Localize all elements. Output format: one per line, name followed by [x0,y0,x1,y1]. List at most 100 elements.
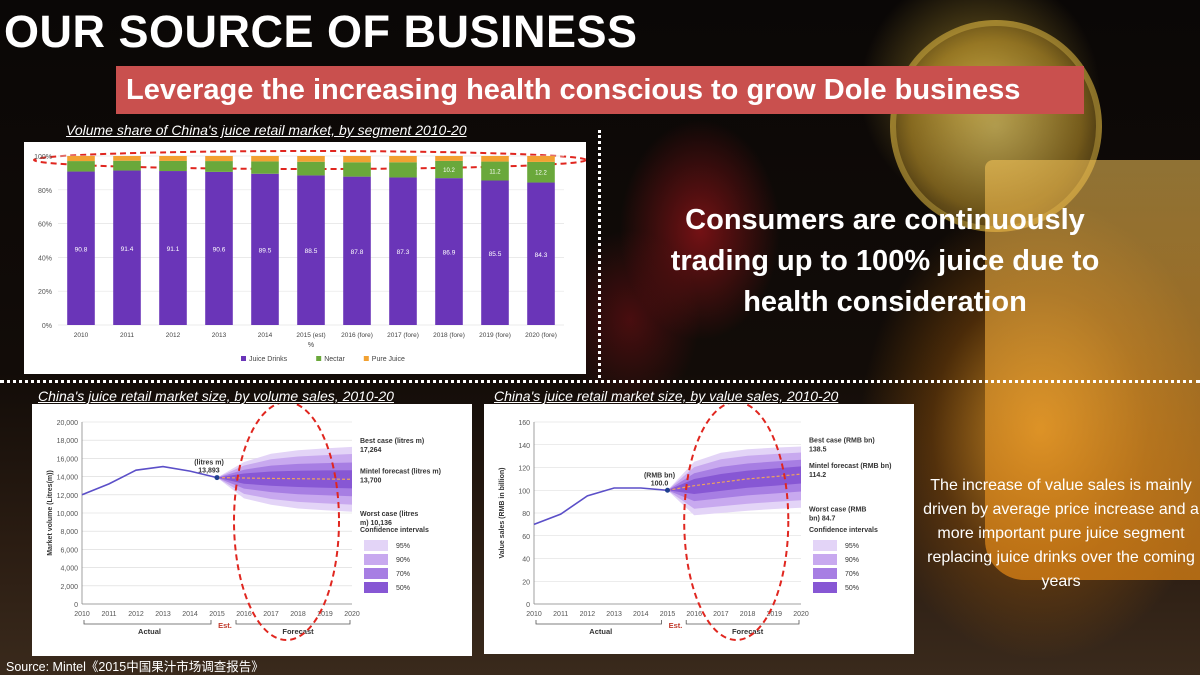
forecast-bracket [235,620,351,625]
ci-swatch [364,554,388,565]
ci-swatch [364,582,388,593]
ci-level-label: 70% [396,571,410,578]
x-tick-label: 2017 (fore) [387,332,419,339]
x-tick-label: 2013 [155,611,171,618]
ci-swatch [813,568,837,579]
y-tick-label: 20,000 [57,420,79,427]
y-tick-label: 18,000 [57,438,79,445]
bar-segment-juice-drinks [481,180,509,325]
actual-bracket [83,620,212,625]
y-tick-label: 160 [518,420,530,427]
bar-segment-nectar [389,162,417,178]
y-tick-label: 100% [34,154,52,161]
bar-segment-juice-drinks [67,171,95,325]
worst-case-label: Worst case (litres [360,511,418,518]
actual-line [81,465,218,496]
bar-segment-pure-juice [389,156,417,163]
forecast-label: Mintel forecast (litres m) [360,468,441,475]
x-tick-label: 2013 [606,611,622,618]
ci-title: Confidence intervals [360,527,429,534]
x-tick-label: 2014 [633,611,649,618]
x-tick-label: 2016 [236,611,252,618]
worst-case-value: bn) 84.7 [809,516,836,523]
ci-swatch [813,554,837,565]
bar-segment-juice-drinks [113,170,141,325]
y-tick-label: 40% [38,255,52,262]
bar-chart: 0% 20% 40% 60% 80% 100% 90.8 2010 91.4 2011 91.1 20… [33,150,587,363]
estimate-point [665,487,670,493]
nectar-data-label: 10.2 [443,168,455,174]
x-tick-label: 2010 [74,332,89,339]
y-tick-label: 0 [74,602,78,609]
bar-segment-pure-juice [67,156,95,162]
best-case-value: 17,264 [360,447,382,454]
x-tick-label: 2011 [553,611,568,618]
worst-case-label: Worst case (RMB [809,507,866,514]
bar-segment-juice-drinks [159,171,187,325]
legend-swatch [241,356,246,361]
x-tick-label: 2012 [166,332,181,339]
bar-chart-panel: 0% 20% 40% 60% 80% 100% 90.8 2010 91.4 2011 91.1 20… [24,142,587,374]
best-case-label: Best case (litres m) [360,438,424,445]
best-case-label: Best case (RMB bn) [809,437,875,444]
ci-swatch [813,582,837,593]
forecast-label: Mintel forecast (RMB bn) [809,463,891,470]
x-tick-label: 2010 [526,611,542,618]
forecast-line [667,473,802,491]
x-tick-label: 2013 [212,332,227,339]
x-tick-label: 2014 [258,332,273,339]
x-tick-label: 2015 (est) [296,332,325,339]
bar-segment-juice-drinks [205,171,233,325]
bar-segment-juice-drinks [527,182,555,325]
y-tick-label: 120 [518,466,530,473]
highlight-ellipse [683,401,790,641]
bar-segment-nectar [481,161,509,181]
x-tick-label: 2011 [101,611,116,618]
bar-segment-nectar [67,161,95,172]
legend-swatch [363,356,369,361]
ci-level-label: 95% [845,543,859,550]
bar-segment-pure-juice [113,156,141,161]
y-tick-label: 60 [522,534,530,541]
x-tick-label: 2020 (fore) [525,332,557,339]
y-tick-label: 14,000 [57,475,79,482]
bar-segment-pure-juice [481,156,509,162]
x-tick-label: 2017 [713,611,729,618]
bar-segment-nectar [113,160,141,171]
forecast-bracket [685,620,800,625]
ci-title: Confidence intervals [809,527,878,534]
y-tick-label: 16,000 [57,456,79,463]
x-tick-label: 2019 (fore) [479,332,511,339]
value-chart-panel: 0 20 40 60 80 100 120 140 160 2010 2011 2012 2013 201… [484,401,914,654]
x-tick-label: 2016 [686,611,702,618]
horizontal-divider [0,380,1200,383]
y-tick-label: 100 [518,488,530,495]
x-tick-label: 2018 [290,611,306,618]
bar-segment-juice-drinks [389,177,417,325]
subtitle-banner: Leverage the increasing health conscious… [116,66,1084,114]
forecast-value: 114.2 [809,472,826,479]
x-tick-label: 2015 [209,611,225,618]
bar-segment-juice-drinks [297,175,325,325]
y-axis-title: Value sales (RMB in billion) [499,467,506,558]
point-value: 100.0 [651,480,669,487]
period-label-actual: Actual [589,627,612,636]
bar-chart-caption: Volume share of China's juice retail mar… [66,122,467,138]
bar-segment-pure-juice [251,156,279,162]
point-label: (RMB bn) [644,472,675,479]
y-axis-unit: % [308,342,314,349]
data-label: 86.9 [443,250,456,257]
value-sales-note: The increase of value sales is mainly dr… [923,477,1199,590]
data-label: 90.6 [213,246,226,253]
y-tick-label: 0% [42,323,52,330]
x-tick-label: 2016 (fore) [341,332,373,339]
bar-segment-pure-juice [343,156,371,163]
forecast-line [216,477,353,480]
volume-chart: 0 2,000 4,000 6,000 8,000 10,000 12,000 14,000 1… [47,401,441,641]
data-label: 90.8 [75,246,88,253]
ci-level-label: 50% [396,585,410,592]
bar-segment-nectar [205,161,233,172]
bar-segment-pure-juice [435,156,463,161]
y-tick-label: 20 [522,579,530,586]
ci-level-label: 50% [845,585,859,592]
